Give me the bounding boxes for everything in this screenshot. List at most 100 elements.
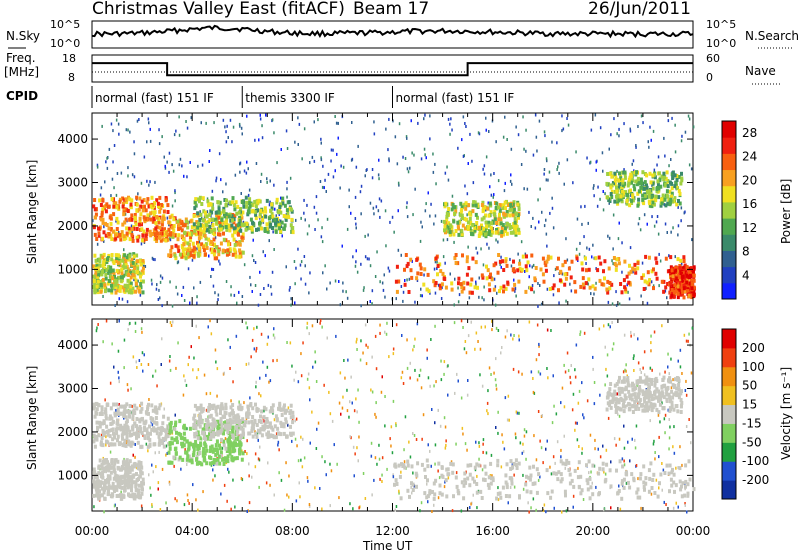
scatter-cell <box>520 163 523 166</box>
scatter-cell <box>403 460 406 464</box>
scatter-cell <box>623 424 625 428</box>
scatter-cell <box>543 172 545 176</box>
scatter-cell <box>639 368 641 371</box>
scatter-cell <box>488 130 490 133</box>
scatter-cell <box>400 253 402 257</box>
echo-cell <box>122 256 126 260</box>
scatter-cell <box>356 410 358 414</box>
echo-cell <box>132 431 136 436</box>
scatter-cell <box>286 147 289 150</box>
echo-cell <box>516 202 520 207</box>
echo-cell <box>229 441 233 446</box>
echo-cell <box>134 278 138 283</box>
scatter-cell <box>447 476 450 480</box>
scatter-cell <box>664 154 666 158</box>
scatter-cell <box>618 221 620 225</box>
echo-cell <box>488 229 491 234</box>
echo-cell <box>106 492 110 497</box>
echo-cell <box>116 253 120 258</box>
scatter-cell <box>398 183 400 187</box>
echo-cell <box>593 286 597 291</box>
echo-cell <box>275 200 279 205</box>
scatter-cell <box>401 334 403 337</box>
echo-cell <box>242 423 246 427</box>
scatter-cell <box>442 255 445 259</box>
echo-cell <box>493 209 497 214</box>
scatter-cell <box>272 230 274 234</box>
echo-cell <box>656 182 660 187</box>
scatter-cell <box>291 418 294 421</box>
echo-cell <box>208 224 212 229</box>
echo-cell <box>189 219 193 224</box>
echo-cell <box>136 285 140 290</box>
scatter-cell <box>582 498 585 501</box>
echo-cell <box>246 407 250 412</box>
scatter-cell <box>151 423 154 427</box>
scatter-cell <box>388 159 390 163</box>
scatter-cell <box>171 204 174 208</box>
scatter-cell <box>159 280 162 284</box>
echo-cell <box>212 457 216 462</box>
echo-cell <box>130 290 134 295</box>
scatter-cell <box>156 384 158 388</box>
scatter-cell <box>595 485 597 489</box>
echo-cell <box>584 256 587 261</box>
echo-cell <box>119 467 122 472</box>
echo-cell <box>530 253 534 258</box>
echo-cell <box>221 414 225 419</box>
scatter-cell <box>169 321 172 325</box>
echo-cell <box>122 441 126 446</box>
echo-cell <box>526 260 530 265</box>
scatter-cell <box>269 179 271 183</box>
scatter-cell <box>532 390 535 394</box>
scatter-cell <box>392 347 395 351</box>
scatter-cell <box>533 290 535 294</box>
echo-cell <box>446 229 450 234</box>
echo-cell <box>636 191 640 196</box>
echo-cell <box>136 266 140 271</box>
echo-cell <box>465 217 469 222</box>
echo-cell <box>423 267 427 272</box>
echo-cell <box>101 277 105 282</box>
scatter-cell <box>168 237 171 241</box>
scatter-cell <box>537 370 540 374</box>
echo-cell <box>637 181 641 186</box>
scatter-cell <box>225 140 228 144</box>
echo-cell <box>687 293 691 298</box>
echo-cell <box>182 425 186 430</box>
scatter-cell <box>311 324 314 328</box>
echo-cell <box>682 265 686 270</box>
echo-cell <box>663 197 667 202</box>
echo-cell <box>489 232 493 237</box>
echo-cell <box>214 210 218 215</box>
echo-cell <box>607 198 611 202</box>
scatter-cell <box>557 165 559 169</box>
scatter-cell <box>196 301 198 305</box>
echo-cell <box>687 270 691 275</box>
echo-cell <box>145 411 149 416</box>
scatter-cell <box>130 387 132 391</box>
echo-cell <box>503 200 507 205</box>
echo-cell <box>187 254 191 259</box>
scatter-cell <box>298 481 300 485</box>
echo-cell <box>239 207 243 211</box>
echo-cell <box>630 180 634 185</box>
echo-cell <box>280 220 284 225</box>
echo-cell <box>613 199 617 204</box>
echo-cell <box>203 451 207 456</box>
echo-cell <box>192 447 196 452</box>
echo-cell <box>512 200 516 205</box>
echo-cell <box>240 238 244 243</box>
scatter-cell <box>140 327 143 331</box>
scatter-cell <box>539 372 542 376</box>
echo-cell <box>258 214 262 219</box>
echo-cell <box>134 481 138 486</box>
scatter-cell <box>117 349 120 353</box>
echo-cell <box>212 252 216 257</box>
echo-cell <box>259 427 263 432</box>
echo-cell <box>130 488 133 493</box>
scatter-cell <box>285 265 287 269</box>
echo-cell <box>159 430 163 435</box>
echo-cell <box>168 215 172 220</box>
echo-cell <box>119 423 123 428</box>
